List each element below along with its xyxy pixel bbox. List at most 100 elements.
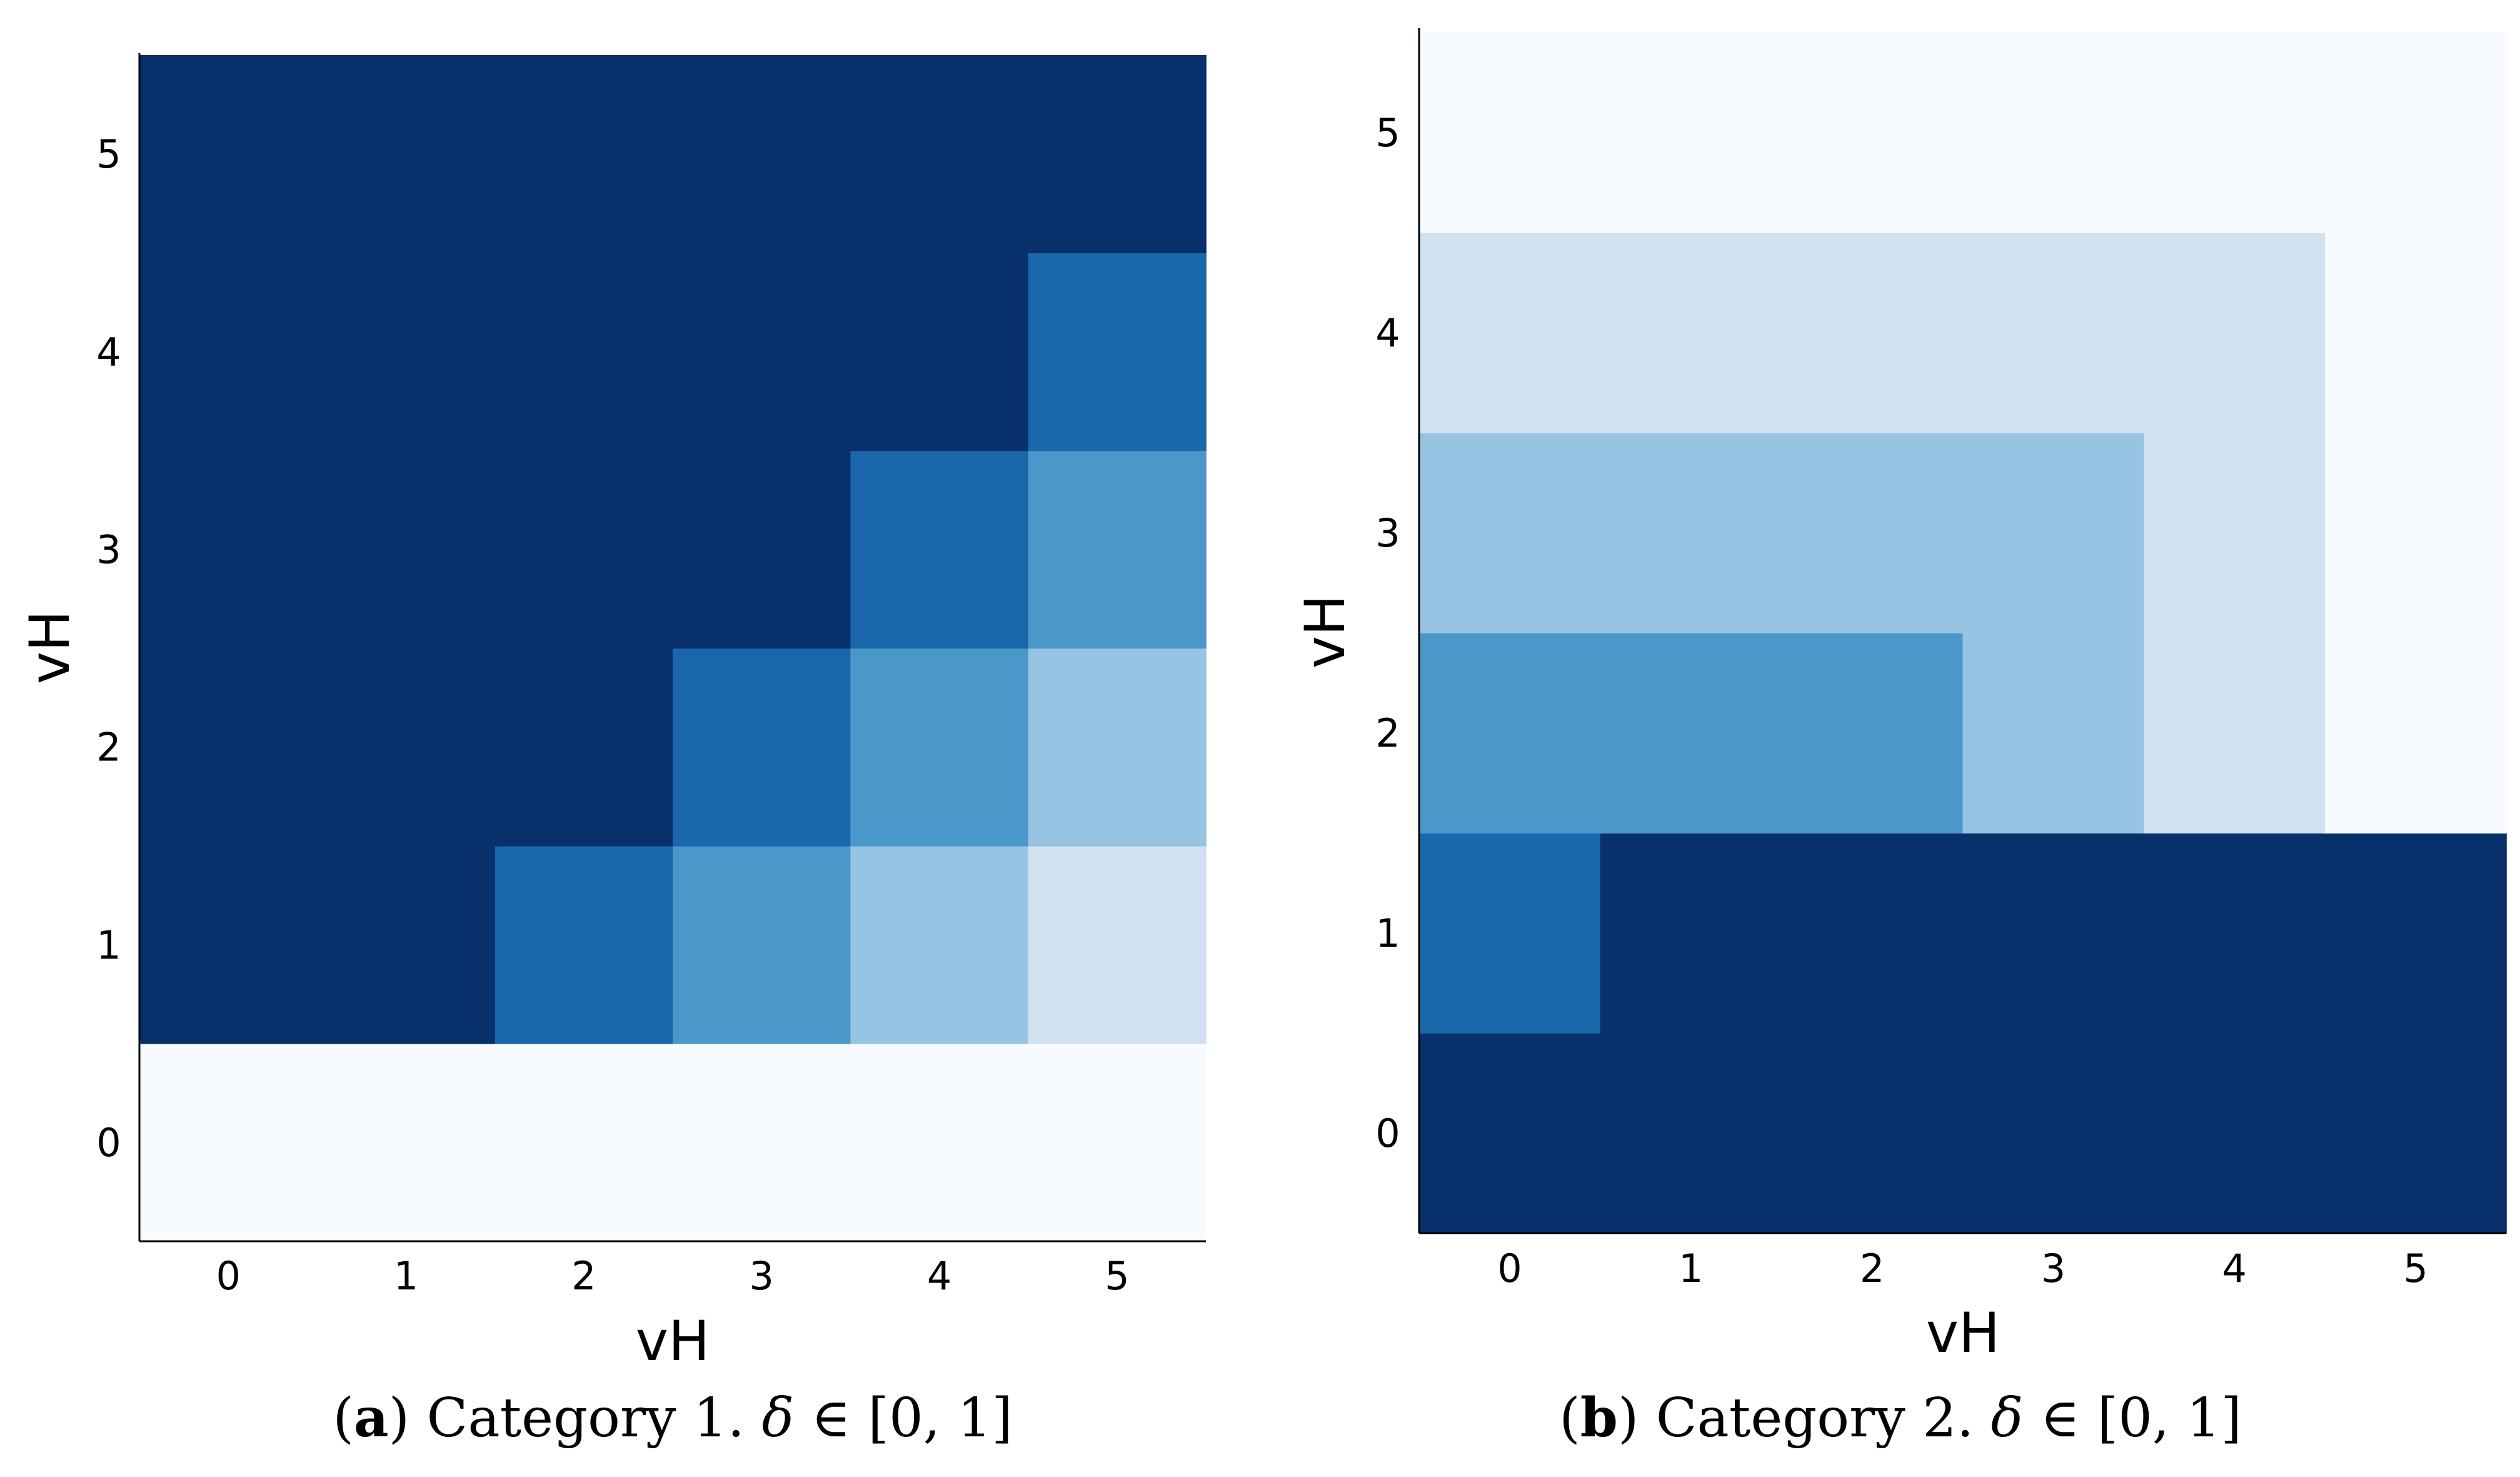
y-tick-label: 1 (96, 922, 121, 968)
heatmap-cell (317, 253, 496, 451)
panel-a: 0 1 2 3 4 5 0 1 2 3 4 5 vH vH (a) Category 1. δ ∈ … (18, 53, 1207, 1449)
heatmap-cell (2325, 233, 2507, 433)
heatmap-cell (1600, 433, 1782, 633)
heatmap-cell (1962, 433, 2145, 633)
heatmap-cell (1028, 1043, 1207, 1242)
heatmap-cell (2144, 833, 2326, 1034)
heatmap-cell (2325, 1033, 2507, 1234)
heatmap-cell (1962, 1033, 2145, 1234)
heatmap-cell (673, 648, 851, 847)
x-tick-label: 2 (571, 1253, 596, 1299)
y-tick-label: 4 (96, 329, 121, 375)
y-tick-label: 2 (96, 725, 121, 770)
heatmap-cell (139, 55, 318, 253)
heatmap-cell (1962, 233, 2145, 433)
heatmap-a-y-label: vH (18, 610, 82, 684)
heatmap-cell (317, 845, 496, 1044)
caption-b-condition: ∈ [0, 1] (2041, 1387, 2242, 1449)
caption-a-symbol: δ (761, 1387, 794, 1449)
y-tick-label: 1 (1375, 910, 1400, 956)
x-tick-label: 5 (2403, 1246, 2427, 1291)
heatmap-cell (139, 450, 318, 649)
heatmap-cell (494, 450, 673, 649)
heatmap-cell (1419, 233, 1601, 433)
heatmap-cell (673, 845, 851, 1044)
heatmap-cell (2325, 33, 2507, 233)
heatmap-cell (1419, 1033, 1601, 1234)
heatmap-cell (850, 845, 1029, 1044)
x-tick-label: 4 (927, 1253, 951, 1299)
heatmap-cell (673, 450, 851, 649)
heatmap-cell (850, 253, 1029, 451)
heatmap-cell (2325, 633, 2507, 834)
heatmap-cell (1781, 433, 1964, 633)
heatmap-cell (850, 55, 1029, 253)
heatmap-cell (2144, 633, 2326, 834)
heatmap-cell (1962, 633, 2145, 834)
x-tick-label: 3 (2041, 1246, 2066, 1291)
heatmap-cell (2325, 433, 2507, 633)
heatmap-cell (1028, 253, 1207, 451)
heatmap-cell (850, 450, 1029, 649)
heatmap-cell (1419, 833, 1601, 1034)
heatmap-cell (1028, 55, 1207, 253)
heatmap-cell (1419, 633, 1601, 834)
heatmap-cell (1781, 33, 1964, 233)
caption-b: (b) Category 2. δ ∈ [0, 1] (1559, 1386, 2242, 1449)
caption-b-text: Category 2. (1656, 1387, 1974, 1449)
heatmap-cell (673, 253, 851, 451)
heatmap-cell (1028, 845, 1207, 1044)
heatmap-cell (317, 648, 496, 847)
heatmap-cell (2144, 433, 2326, 633)
x-tick-label: 5 (1105, 1253, 1129, 1299)
heatmap-cell (1781, 1033, 1964, 1234)
caption-a-label: a (354, 1386, 389, 1449)
x-tick-label: 2 (1860, 1246, 1884, 1291)
heatmap-cell (1600, 233, 1782, 433)
y-tick-label: 5 (1375, 110, 1400, 156)
heatmap-cell (317, 450, 496, 649)
heatmap-cell (1600, 633, 1782, 834)
y-tick-label: 5 (96, 131, 121, 177)
x-tick-label: 1 (394, 1253, 418, 1299)
heatmap-cell (139, 845, 318, 1044)
heatmap-a-x-ticks: 0 1 2 3 4 5 (216, 1253, 1129, 1299)
y-tick-label: 2 (1375, 710, 1400, 756)
x-tick-label: 3 (749, 1253, 773, 1299)
caption-a: (a) Category 1. δ ∈ [0, 1] (333, 1386, 1012, 1449)
heatmap-cell (1028, 648, 1207, 847)
heatmap-cell (2144, 1033, 2326, 1234)
heatmap-cell (1962, 833, 2145, 1034)
panel-b: 0 1 2 3 4 5 0 1 2 3 4 5 vH vH (b) Category 2. δ ∈ … (1293, 28, 2507, 1449)
caption-a-text: Category 1. (427, 1387, 745, 1449)
heatmap-cell (494, 648, 673, 847)
x-tick-label: 0 (216, 1253, 240, 1299)
heatmap-a-y-ticks: 0 1 2 3 4 5 (96, 131, 121, 1166)
heatmap-cell (317, 1043, 496, 1242)
heatmap-b-cells (1419, 33, 2507, 1234)
heatmap-cell (139, 1043, 318, 1242)
heatmap-cell (139, 648, 318, 847)
heatmap-cell (494, 845, 673, 1044)
heatmap-cell (1781, 233, 1964, 433)
y-tick-label: 0 (96, 1120, 121, 1166)
heatmap-cell (850, 648, 1029, 847)
heatmap-cell (494, 1043, 673, 1242)
heatmap-cell (1600, 833, 1782, 1034)
heatmap-b-y-label: vH (1293, 595, 1357, 668)
heatmap-cell (2144, 33, 2326, 233)
heatmap-b-y-ticks: 0 1 2 3 4 5 (1375, 110, 1400, 1156)
y-tick-label: 3 (96, 527, 121, 572)
heatmap-cell (1781, 833, 1964, 1034)
heatmap-a-x-label: vH (636, 1309, 710, 1373)
y-tick-label: 3 (1375, 510, 1400, 556)
heatmap-cell (1962, 33, 2145, 233)
y-tick-label: 0 (1375, 1111, 1400, 1156)
caption-b-symbol: δ (1991, 1387, 2024, 1449)
heatmap-b-x-label: vH (1926, 1301, 2000, 1365)
heatmap-cell (1600, 33, 1782, 233)
heatmap-cell (673, 55, 851, 253)
heatmap-cell (1419, 433, 1601, 633)
x-tick-label: 4 (2222, 1246, 2247, 1291)
